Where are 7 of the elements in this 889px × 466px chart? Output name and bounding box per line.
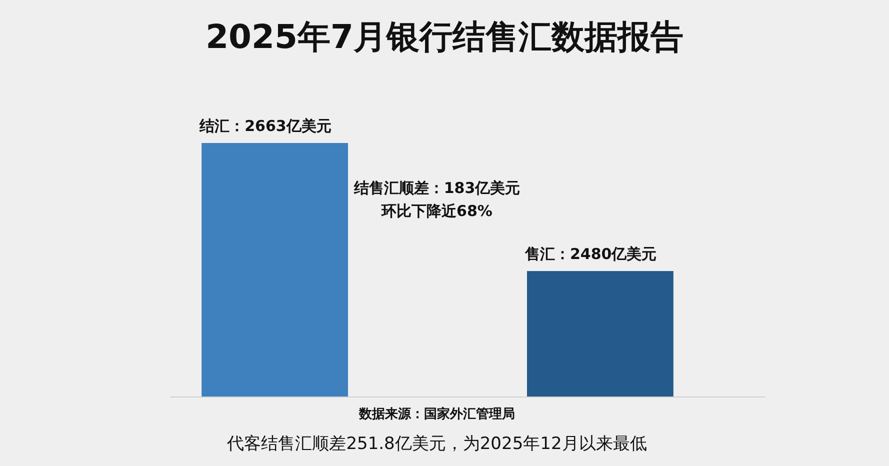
chart-title: 2025年7月银行结售汇数据报告 (206, 17, 684, 56)
data-label: 结汇：2663亿美元 (198, 117, 332, 135)
data-label: 售汇：2480亿美元 (524, 245, 657, 264)
annotation: 环比下降近68% (380, 202, 492, 220)
source-note: 数据来源：国家外汇管理局 (358, 406, 515, 422)
annotation: 结售汇顺差：183亿美元 (352, 179, 520, 197)
text: 代客结售汇顺差251.8亿美元，为2025年12月以来最低 (226, 434, 647, 454)
